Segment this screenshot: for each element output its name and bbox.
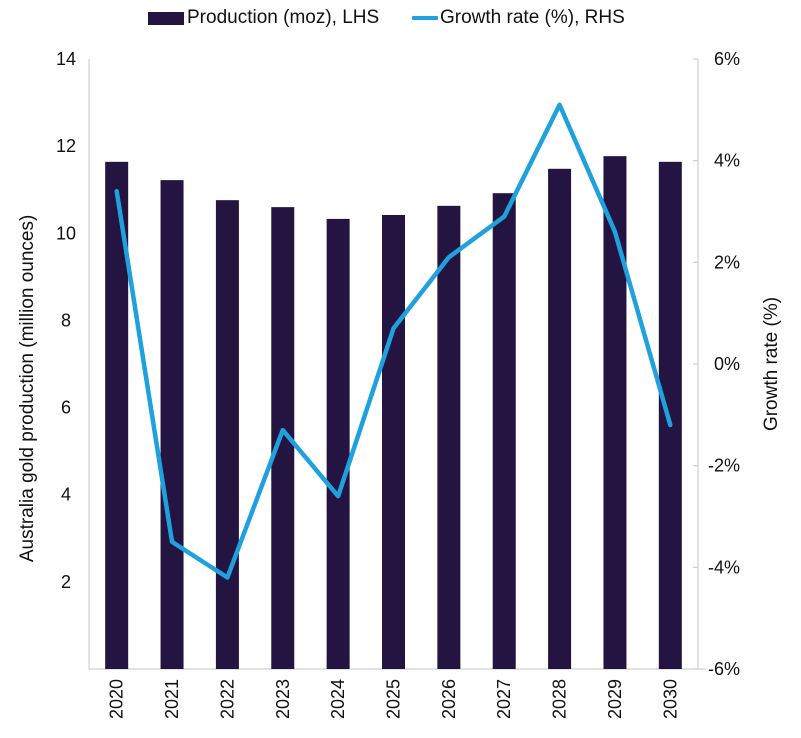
legend-swatch-bar [148,11,184,25]
bar-2021 [160,180,184,669]
right-tick-label: 0% [714,354,740,374]
left-tick-label: 6 [61,398,71,418]
bar-2022 [215,200,239,669]
bar-2023 [271,207,295,669]
x-tick-label: 2024 [328,679,348,719]
x-tick-label: 2020 [107,679,127,719]
right-tick-label: -4% [708,557,740,577]
bar-2025 [382,214,405,669]
x-tick-label: 2027 [494,679,514,719]
x-axis-tick-labels: 2020 2021 2022 2023 2024 2025 2026 2027 2028 2029… [107,679,681,719]
bar-2030 [658,161,682,670]
bar-2028 [548,168,572,670]
legend-item-production: Production (moz), LHS [148,4,379,32]
x-tick-label: 2021 [162,679,182,719]
x-tick-label: 2022 [217,679,237,719]
bar-2027 [492,193,516,669]
x-tick-label: 2025 [384,679,404,719]
left-tick-label: 2 [61,572,71,592]
right-tick-label: 6% [714,49,740,69]
legend: Production (moz), LHS Growth rate (%), R… [0,4,801,32]
left-axis-tick-labels: 2 4 6 8 10 12 14 [56,49,76,592]
left-axis-title: Australia gold production (million ounce… [17,215,38,562]
bars [105,156,682,670]
legend-label-growth: Growth rate (%), RHS [440,7,625,28]
right-tick-label: -6% [708,659,740,679]
left-tick-label: 4 [61,485,71,505]
bar-2026 [437,205,461,670]
x-tick-label: 2026 [439,679,459,719]
left-tick-label: 8 [61,310,71,330]
x-tick-label: 2029 [605,679,625,719]
right-tick-label: 4% [714,151,740,171]
right-axis-title: Growth rate (%) [761,297,782,431]
legend-label-production: Production (moz), LHS [187,7,380,28]
right-tick-label: -2% [708,456,740,476]
bar-2029 [603,156,627,669]
left-tick-label: 10 [56,223,76,243]
right-tick-label: 2% [714,252,740,272]
bar-2020 [105,161,129,670]
legend-item-growth: Growth rate (%), RHS [412,4,625,32]
x-tick-label: 2023 [273,679,293,719]
x-tick-label: 2028 [550,679,570,719]
x-tick-label: 2030 [660,679,680,719]
left-tick-label: 14 [56,49,76,69]
bar-2024 [326,218,350,669]
left-tick-label: 12 [56,136,76,156]
right-axis-ticks [693,58,698,670]
growth-rate-line [114,102,673,580]
legend-swatch-line [412,16,438,20]
right-axis-tick-labels: -6% -4% -2% 0% 2% 4% 6% [708,49,740,679]
